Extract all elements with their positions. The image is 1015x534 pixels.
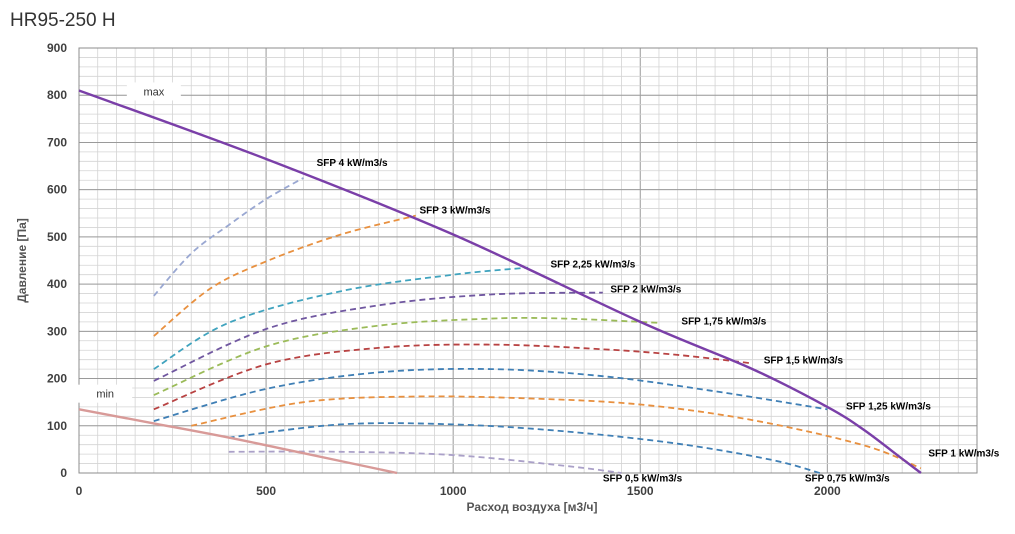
min-label: min (96, 389, 114, 401)
annotation-group: max min SFP 4 kW/m3/s SFP 3 kW/m3/s SFP 2,25… (78, 82, 1000, 485)
x-axis-label: Расход воздуха [м3/ч] (467, 500, 598, 514)
sfp-label: SFP 3 kW/m3/s (419, 205, 490, 216)
y-tick-label: 800 (47, 88, 67, 102)
y-tick-label: 200 (47, 372, 67, 386)
series-line (191, 395, 922, 470)
sfp-label: SFP 2,25 kW/m3/s (550, 260, 635, 271)
sfp-label: SFP 4 kW/m3/s (317, 158, 388, 169)
series-line (228, 422, 821, 474)
sfp-label: SFP 1 kW/m3/s (928, 448, 999, 459)
y-tick-label: 900 (47, 41, 67, 55)
series-line (153, 266, 529, 370)
series-line (153, 343, 753, 411)
series-line (153, 214, 417, 337)
y-tick-label: 100 (47, 419, 67, 433)
y-tick-label: 400 (47, 277, 67, 291)
x-tick-label: 0 (76, 484, 83, 498)
x-tick-label: 500 (256, 484, 276, 498)
sfp-label: SFP 0,75 kW/m3/s (805, 474, 890, 485)
series-group (78, 89, 922, 475)
y-tick-label: 300 (47, 324, 67, 338)
max-label-box (126, 82, 181, 101)
sfp-label: SFP 2 kW/m3/s (610, 285, 681, 296)
series-line (228, 450, 622, 474)
sfp-label: SFP 1,25 kW/m3/s (846, 401, 931, 412)
x-tick-label: 1500 (627, 484, 654, 498)
y-axis-label: Давление [Па] (15, 218, 29, 303)
y-tick-label: 0 (60, 466, 67, 480)
y-tick-label: 500 (47, 230, 67, 244)
plot-border (78, 47, 978, 474)
sfp-label: SFP 1,5 kW/m3/s (764, 355, 844, 366)
y-tick-label: 600 (47, 183, 67, 197)
chart-title: HR95-250 H (10, 10, 116, 31)
grid (78, 47, 978, 474)
max-line (78, 89, 922, 474)
series-line (153, 368, 828, 422)
x-tick-label: 2000 (814, 484, 841, 498)
min-label-box (78, 384, 133, 403)
x-tick-label: 1000 (440, 484, 467, 498)
sfp-label: SFP 1,75 kW/m3/s (681, 316, 766, 327)
max-label: max (143, 86, 164, 98)
y-tick-label: 700 (47, 135, 67, 149)
sfp-label: SFP 0,5 kW/m3/s (603, 474, 683, 485)
series-line (153, 177, 304, 297)
series-line (153, 316, 660, 396)
min-line (78, 408, 398, 475)
axes: 0 500 1000 1500 2000 0 100 200 300 400 500 600 700 80… (15, 41, 978, 514)
